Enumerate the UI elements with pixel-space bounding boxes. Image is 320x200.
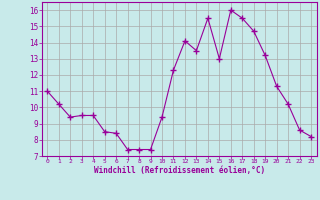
X-axis label: Windchill (Refroidissement éolien,°C): Windchill (Refroidissement éolien,°C): [94, 166, 265, 175]
